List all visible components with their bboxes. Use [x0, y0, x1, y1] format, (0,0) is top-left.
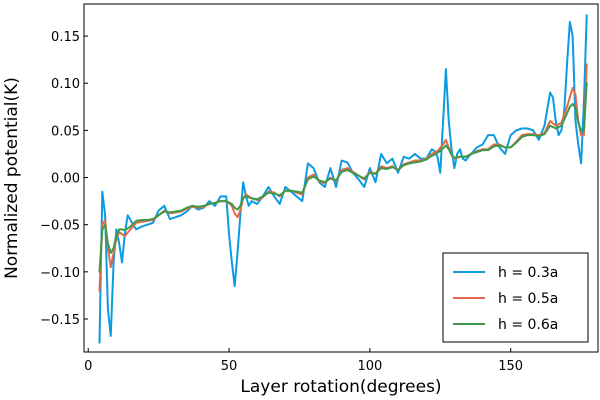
- legend-label-3: h = 0.6a: [498, 317, 558, 333]
- x-tick-label: 100: [357, 359, 382, 374]
- y-axis-title: Normalized potential(K): [2, 77, 22, 279]
- y-tick-label: −0.05: [40, 219, 80, 234]
- y-tick-label: −0.15: [40, 313, 80, 328]
- x-tick-label: 150: [498, 359, 523, 374]
- y-tick-label: −0.10: [40, 266, 80, 281]
- legend-label-1: h = 0.3a: [498, 265, 558, 281]
- y-tick-label: 0.15: [51, 30, 80, 45]
- y-tick-label: 0.00: [51, 172, 80, 187]
- legend-box: [442, 252, 589, 343]
- axes-layer: 0 50 100 150 −0.15 −0.10 −0.05 0.00 0.05 0.10 0.15: [40, 30, 523, 374]
- legend: h = 0.3a h = 0.5a h = 0.6a: [442, 252, 589, 343]
- legend-label-2: h = 0.5a: [498, 291, 558, 307]
- x-tick-label: 50: [221, 359, 238, 374]
- y-tick-label: 0.05: [51, 124, 80, 139]
- x-tick-label: 0: [84, 359, 92, 374]
- y-tick-label: 0.10: [51, 77, 80, 92]
- series-layer: [98, 14, 588, 344]
- series-line-3: [98, 82, 588, 273]
- x-axis-title: Layer rotation(degrees): [240, 377, 441, 397]
